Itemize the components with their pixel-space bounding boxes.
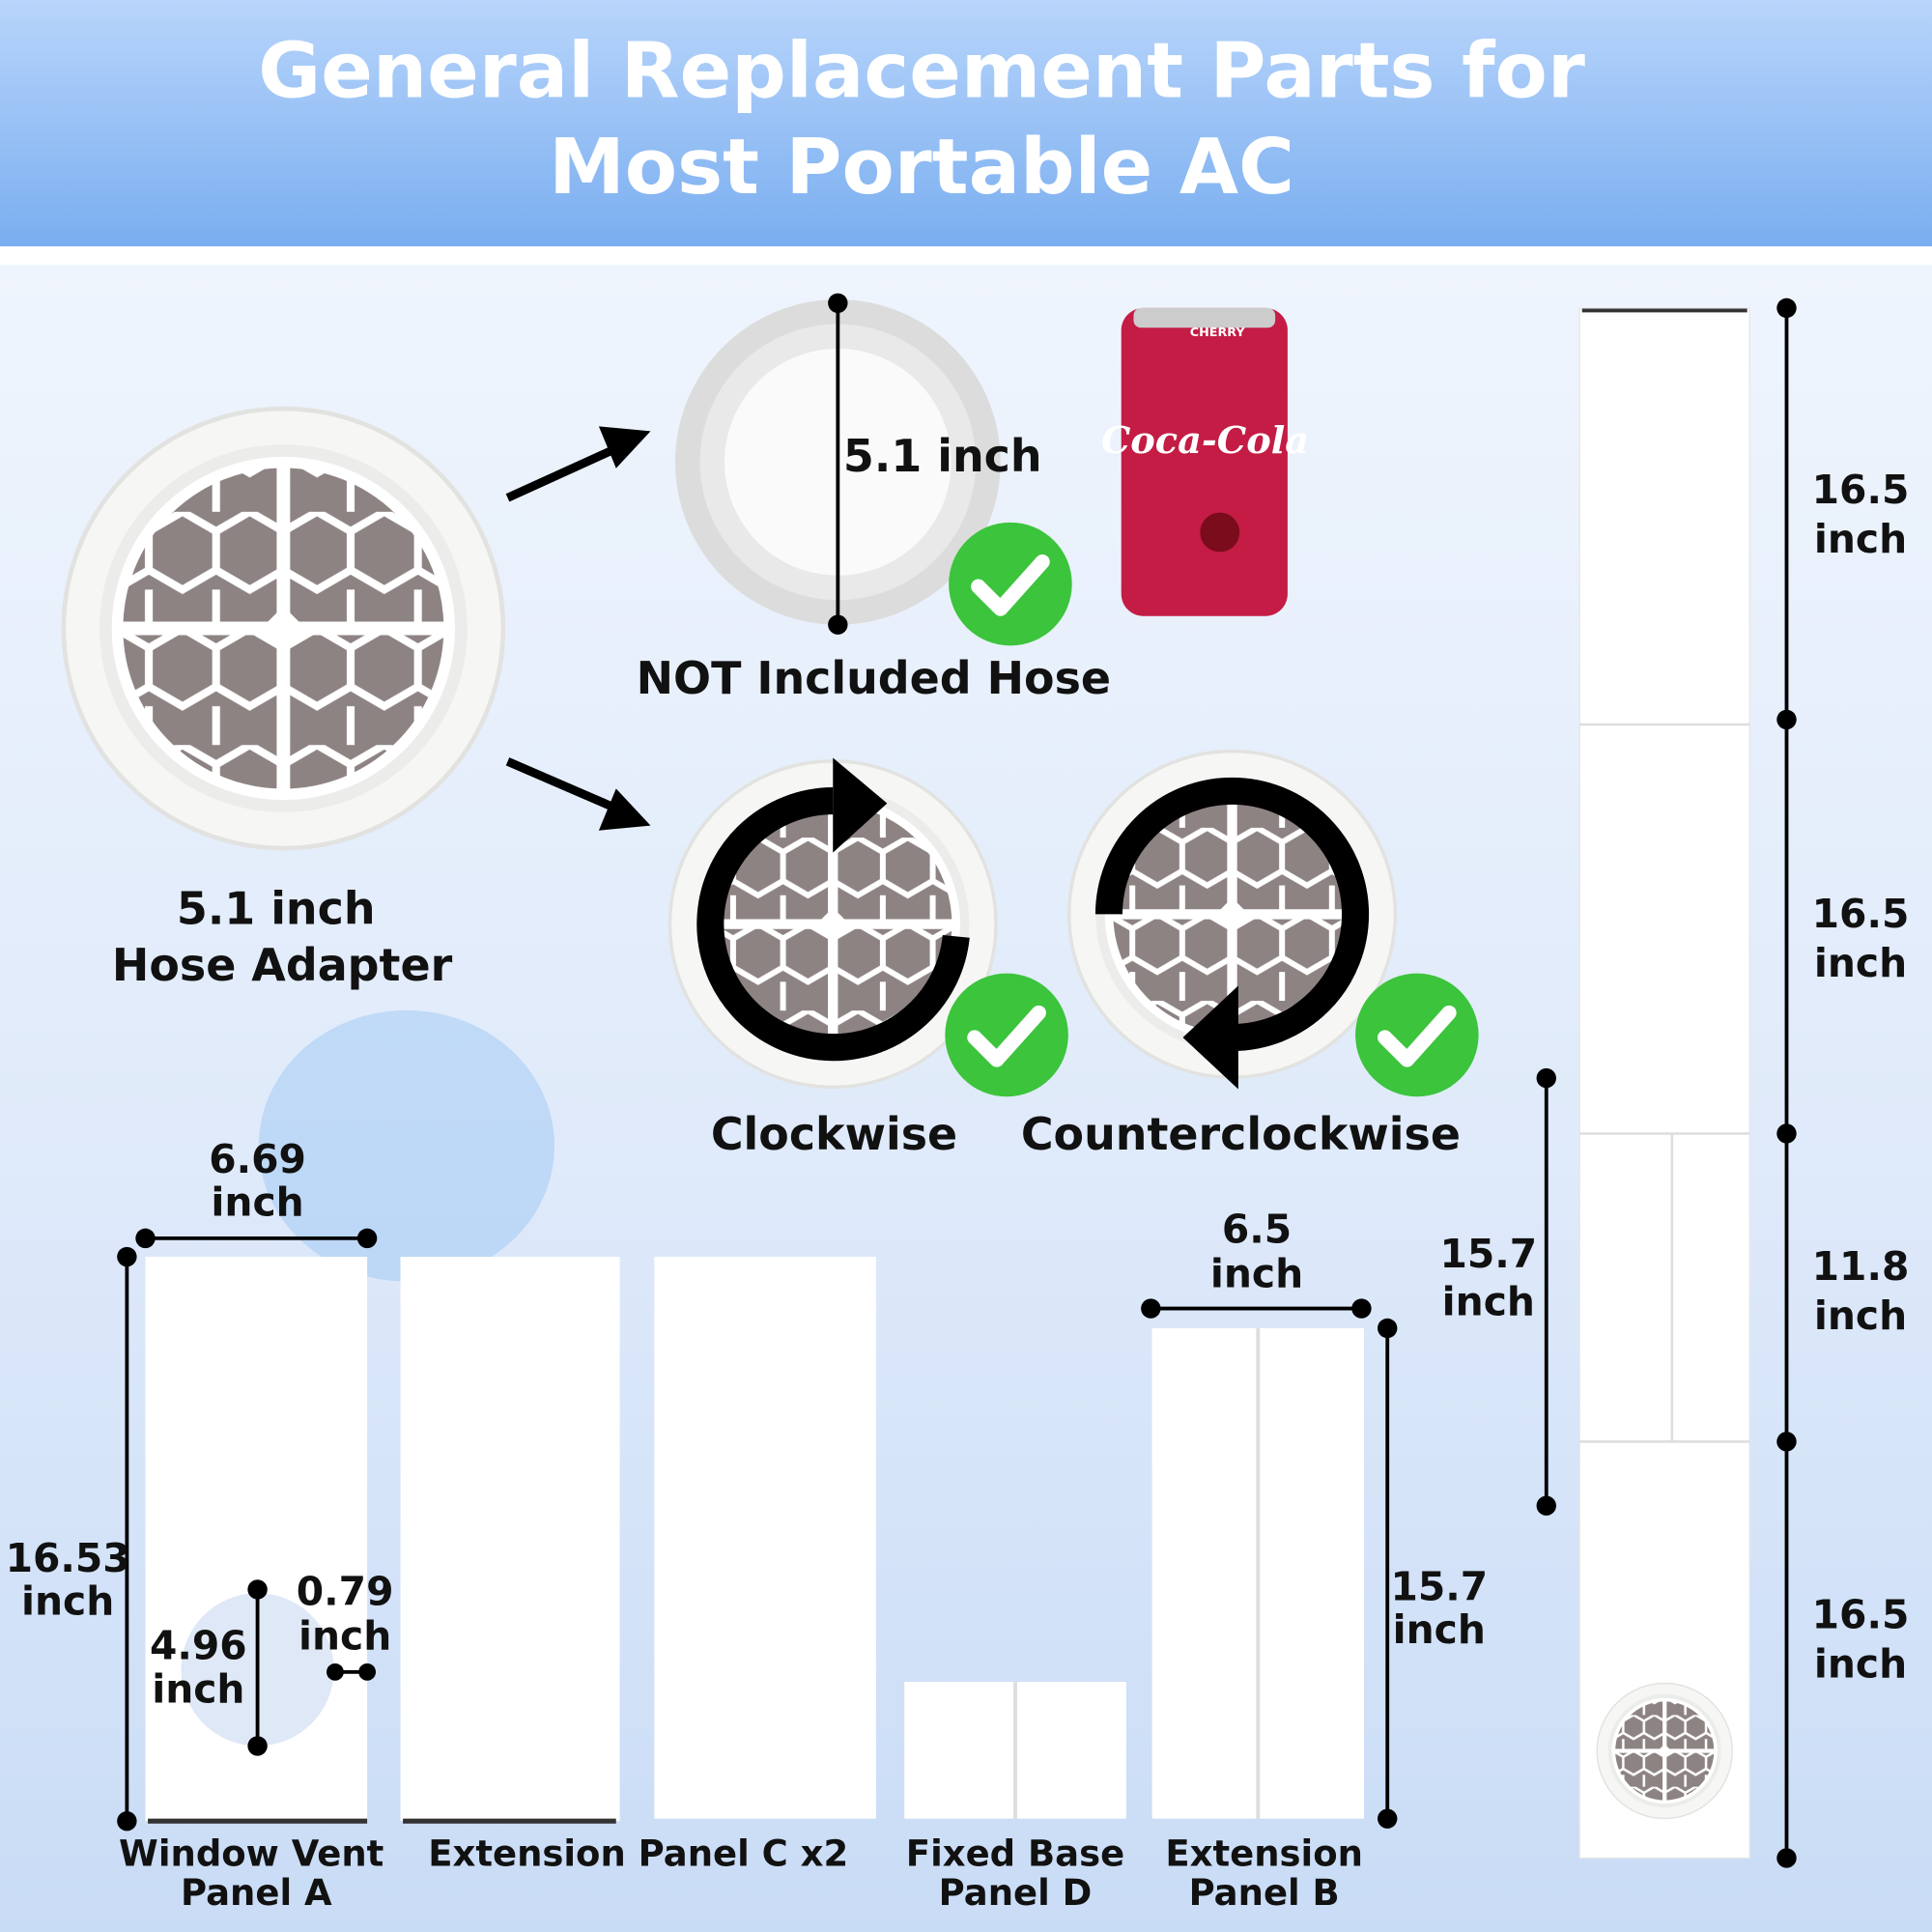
hose-adapter: [64, 409, 503, 848]
dimension-unit: inch: [152, 1665, 244, 1712]
label: Hose Adapter: [112, 939, 453, 991]
dimension: 16.5: [1812, 467, 1910, 513]
dimension-unit: inch: [1814, 1641, 1907, 1688]
title: Most Portable AC: [549, 123, 1294, 212]
dimension: 16.53: [6, 1535, 130, 1581]
rotation-arrow: [1094, 777, 1370, 1052]
panels: [145, 307, 1750, 1860]
rotation-arrow: [696, 787, 970, 1062]
dimension-unit: inch: [1814, 940, 1907, 986]
dimension: 16.5: [1812, 891, 1910, 937]
dimension: 6.69: [209, 1136, 306, 1182]
panel-adapter: [1597, 1684, 1732, 1819]
dimension: 16.5: [1812, 1592, 1910, 1638]
title: General Replacement Parts for: [258, 27, 1585, 116]
check: [945, 974, 1068, 1097]
panel-label: Window Vent: [119, 1833, 384, 1874]
header-band: [0, 0, 1932, 247]
dimension-unit: inch: [1393, 1606, 1486, 1653]
can-flavor: CHERRY: [1190, 326, 1246, 340]
dimension: 15.7: [1439, 1231, 1537, 1277]
panel-label: Fixed Base: [906, 1833, 1124, 1874]
dimension-unit: inch: [1814, 1293, 1907, 1339]
panel-label: Panel A: [181, 1872, 332, 1914]
panel-label: Extension Panel C x2: [428, 1833, 848, 1874]
panel-label: Extension: [1165, 1833, 1363, 1874]
dimension-lines: [117, 298, 1797, 1868]
dimension: 4.96: [150, 1623, 247, 1669]
rotation-arrowhead: [1182, 985, 1238, 1090]
label: 5.1 inch: [177, 882, 376, 934]
panel-label: Panel D: [939, 1872, 1093, 1914]
dimension: 15.7: [1390, 1563, 1488, 1609]
dimension: 11.8: [1812, 1243, 1910, 1290]
label: 5.1 inch: [843, 430, 1042, 482]
rotation-arrowhead: [833, 757, 888, 853]
check: [949, 523, 1072, 646]
dimension-unit: inch: [298, 1612, 391, 1659]
label: Clockwise: [711, 1108, 957, 1160]
label: Counterclockwise: [1021, 1108, 1461, 1160]
dimension-unit: inch: [21, 1578, 114, 1625]
hose: [674, 293, 1001, 635]
dimension: 0.79: [297, 1569, 394, 1615]
dimension: 6.5: [1222, 1207, 1292, 1253]
dimension-unit: inch: [211, 1179, 303, 1225]
label: NOT Included Hose: [637, 652, 1111, 704]
can: [1121, 307, 1288, 616]
header-rule: [0, 246, 1932, 266]
dimension-unit: inch: [1442, 1279, 1535, 1325]
check: [1355, 974, 1479, 1097]
cloud: [258, 1009, 554, 1282]
dimension-unit: inch: [1814, 516, 1907, 562]
can-brand: Coca-Cola: [1101, 419, 1309, 463]
panel-label: Panel B: [1189, 1872, 1340, 1914]
dimension-unit: inch: [1210, 1250, 1303, 1296]
